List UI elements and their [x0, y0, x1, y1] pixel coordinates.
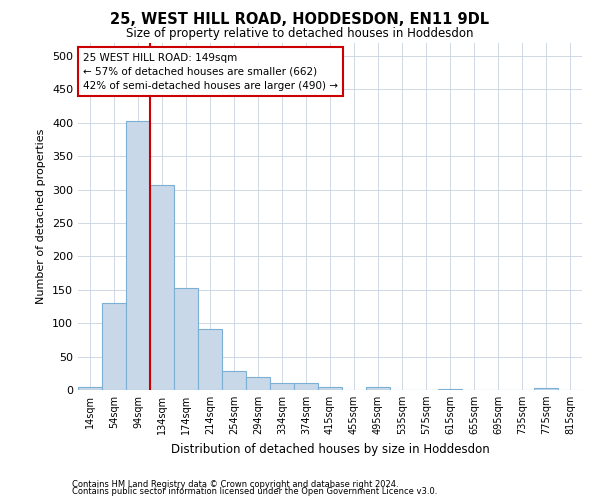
- Text: Size of property relative to detached houses in Hoddesdon: Size of property relative to detached ho…: [126, 28, 474, 40]
- Bar: [366, 386, 390, 390]
- Bar: [150, 185, 174, 390]
- Bar: [534, 388, 558, 390]
- Text: Contains public sector information licensed under the Open Government Licence v3: Contains public sector information licen…: [72, 488, 437, 496]
- Bar: [294, 384, 318, 390]
- Bar: [318, 386, 342, 390]
- Bar: [438, 388, 462, 390]
- Bar: [222, 370, 246, 390]
- Bar: [270, 384, 294, 390]
- Bar: [246, 378, 270, 390]
- Bar: [174, 288, 198, 390]
- Y-axis label: Number of detached properties: Number of detached properties: [37, 128, 46, 304]
- Text: 25, WEST HILL ROAD, HODDESDON, EN11 9DL: 25, WEST HILL ROAD, HODDESDON, EN11 9DL: [110, 12, 490, 28]
- Text: Contains HM Land Registry data © Crown copyright and database right 2024.: Contains HM Land Registry data © Crown c…: [72, 480, 398, 489]
- Bar: [78, 386, 102, 390]
- Bar: [126, 120, 150, 390]
- X-axis label: Distribution of detached houses by size in Hoddesdon: Distribution of detached houses by size …: [170, 442, 490, 456]
- Bar: [198, 329, 222, 390]
- Bar: [102, 303, 126, 390]
- Text: 25 WEST HILL ROAD: 149sqm
← 57% of detached houses are smaller (662)
42% of semi: 25 WEST HILL ROAD: 149sqm ← 57% of detac…: [83, 52, 338, 90]
